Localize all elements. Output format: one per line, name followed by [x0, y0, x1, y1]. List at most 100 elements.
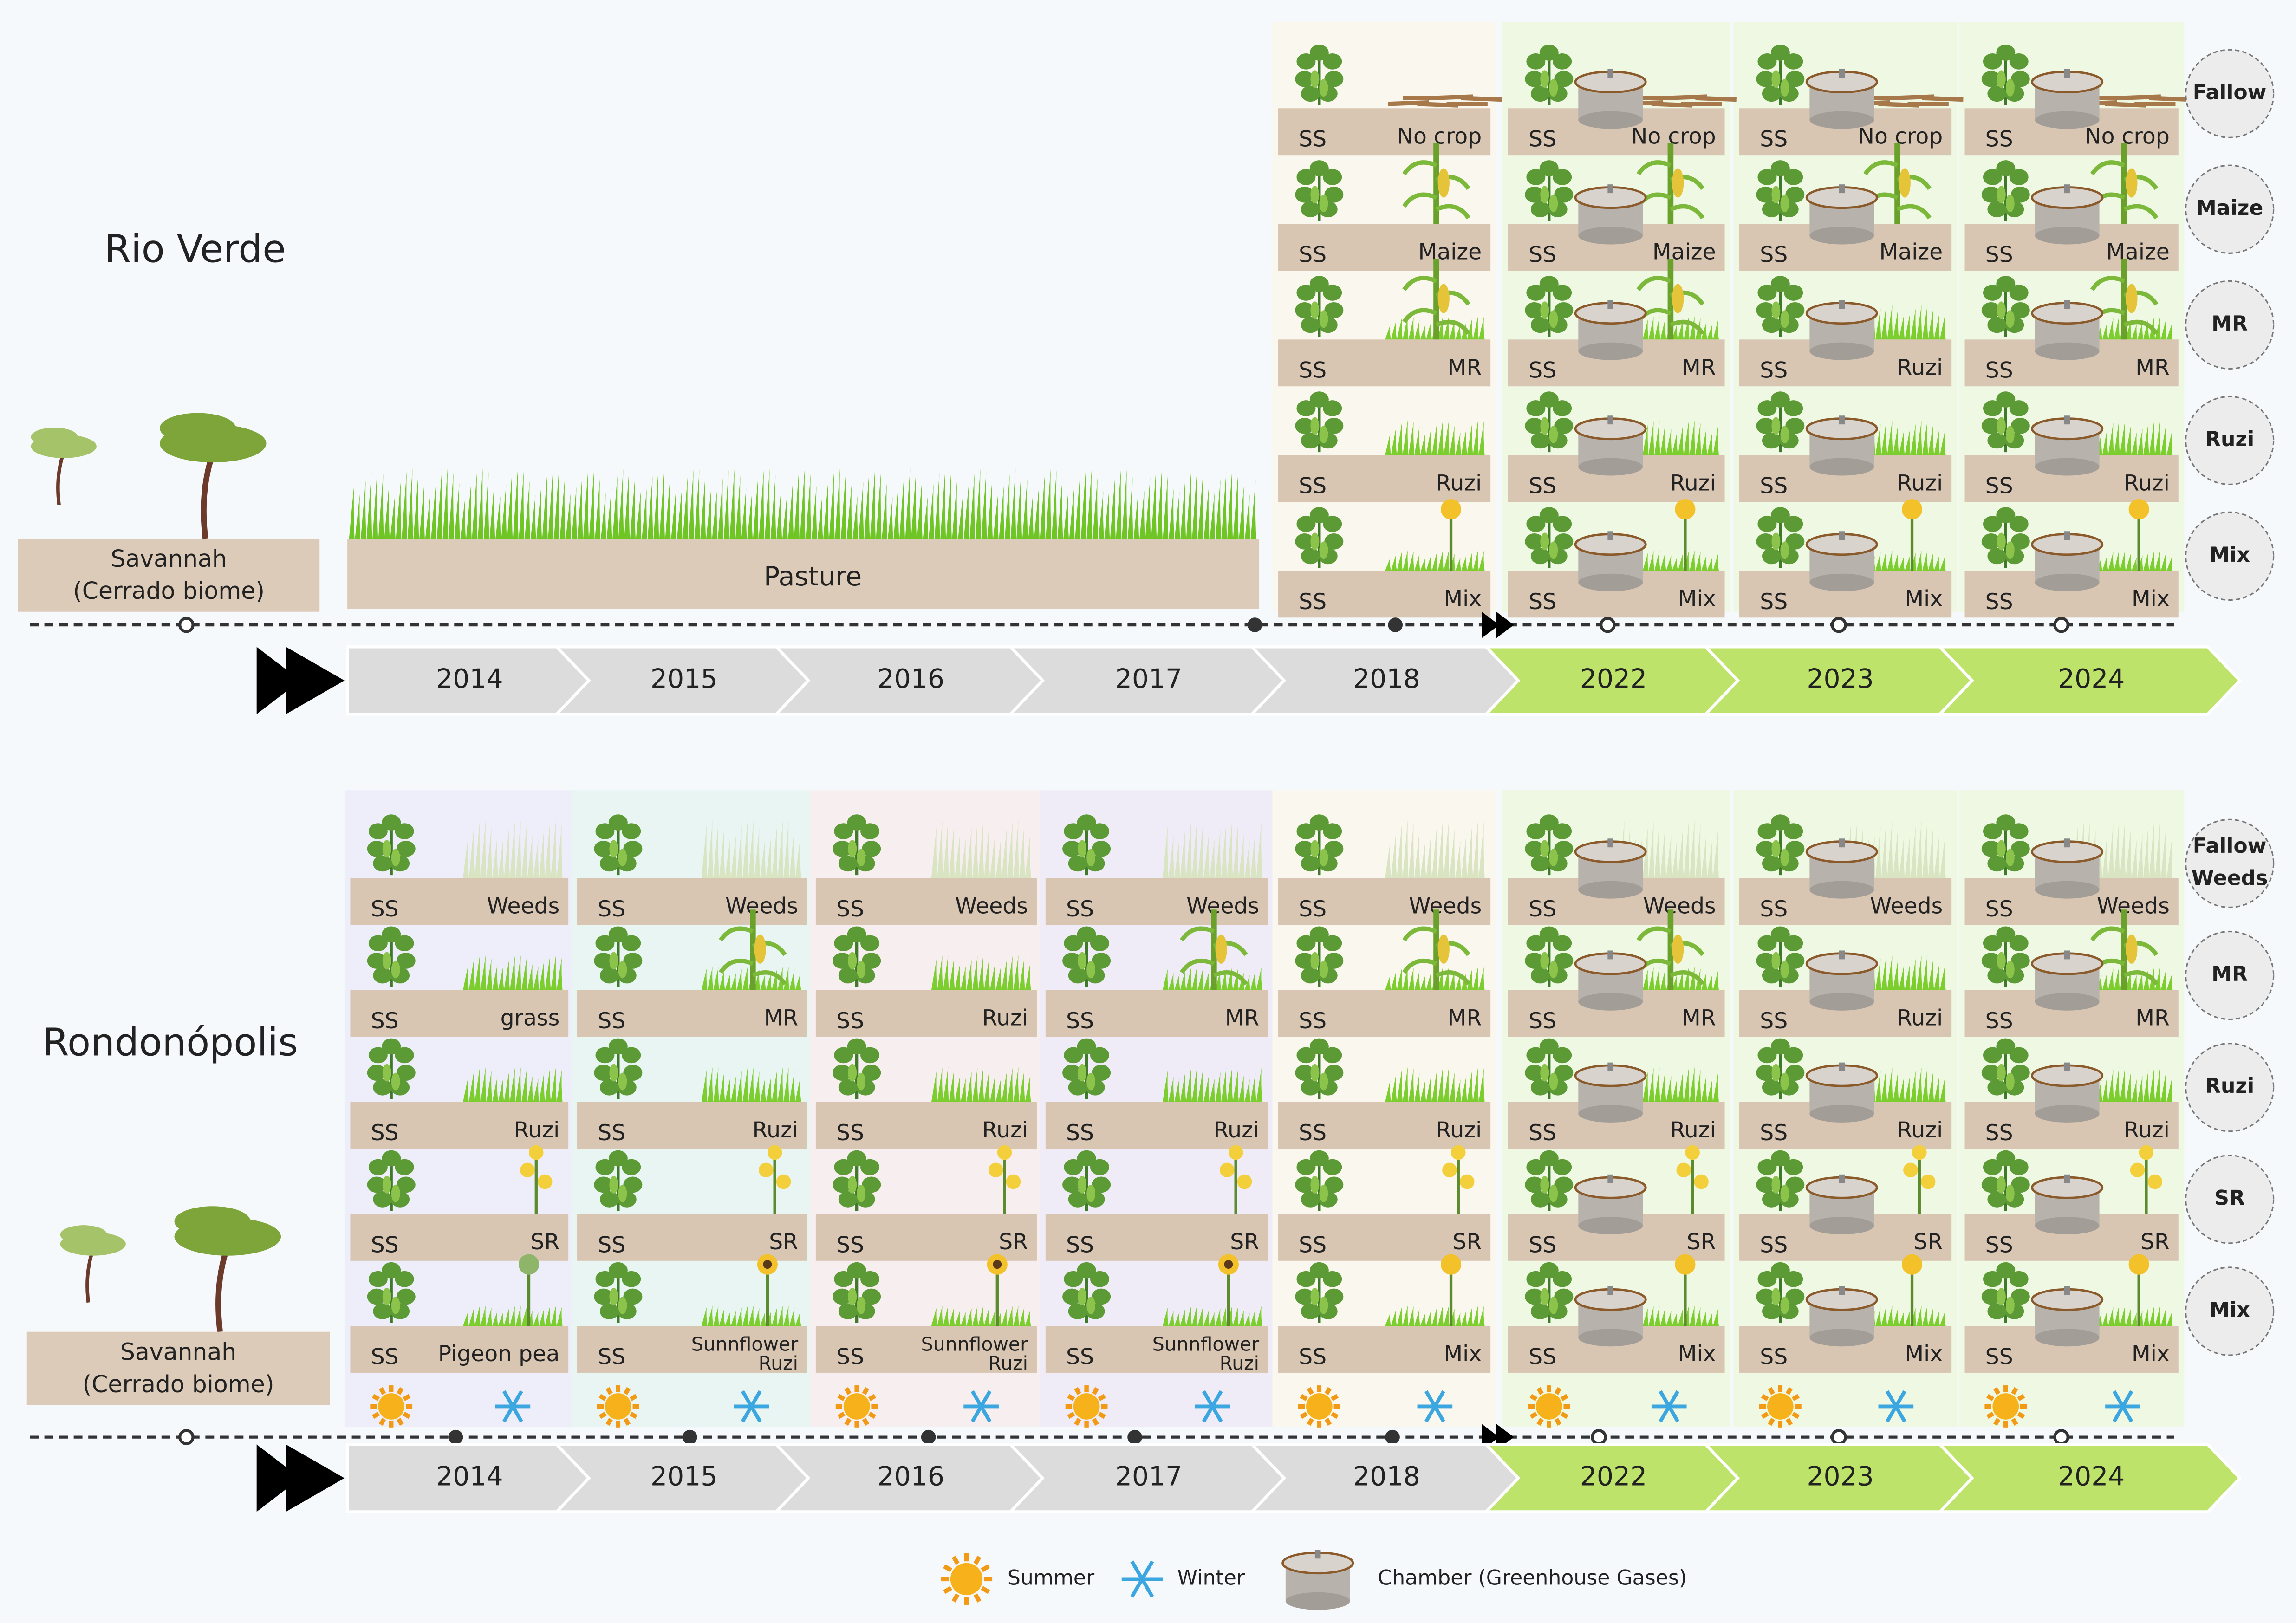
- chamber-icon: [1574, 950, 1647, 1011]
- soybean-icon: [594, 814, 643, 876]
- pod: [618, 961, 627, 979]
- blade: [957, 495, 964, 542]
- leaf: [1090, 935, 1109, 952]
- soybean-icon: [1525, 45, 1574, 105]
- blade: [1893, 959, 1899, 990]
- chamber-valve: [2064, 838, 2070, 848]
- blade: [777, 1305, 784, 1326]
- blade: [1215, 479, 1222, 542]
- blade: [1449, 426, 1456, 455]
- leaf: [1068, 1303, 1087, 1319]
- blade: [2160, 319, 2167, 340]
- leaf: [1092, 1176, 1111, 1193]
- blade: [1678, 319, 1684, 340]
- ray: [862, 1387, 869, 1395]
- blade: [766, 836, 772, 878]
- leaf: [1757, 285, 1777, 301]
- blade: [1408, 551, 1415, 571]
- blade: [1025, 963, 1031, 990]
- pod: [1780, 310, 1789, 328]
- leaf: [2009, 400, 2029, 416]
- pod: [1078, 1175, 1087, 1194]
- blade: [753, 479, 759, 542]
- blade: [1444, 821, 1450, 878]
- side-label-circle: [2185, 164, 2275, 254]
- timeline-arrow: [1482, 611, 1514, 638]
- pod: [609, 840, 618, 858]
- grass-icon: [1385, 1067, 1485, 1102]
- blade: [1666, 1311, 1672, 1326]
- blade: [949, 1070, 955, 1102]
- maize-leaf: [2090, 160, 2126, 175]
- leaf: [2010, 302, 2030, 318]
- soybean-icon: [1756, 814, 1805, 876]
- blade: [527, 964, 533, 990]
- blade: [545, 821, 551, 878]
- chamber-bottom: [2035, 342, 2100, 360]
- blade: [1197, 1070, 1204, 1102]
- blade: [1403, 550, 1409, 571]
- pasture-box: [347, 539, 1260, 609]
- blade: [1707, 324, 1713, 340]
- soil-strip: [1278, 108, 1491, 156]
- blade: [2155, 1068, 2161, 1102]
- blade: [731, 973, 737, 990]
- blade: [2108, 318, 2114, 340]
- bloom: [1440, 1254, 1462, 1275]
- blade: [1007, 1068, 1014, 1102]
- leaf: [1983, 285, 2002, 301]
- cell-left-label: SS: [371, 896, 399, 922]
- pod: [857, 1297, 866, 1314]
- flower-icon: [2128, 1254, 2149, 1326]
- blade: [670, 490, 677, 542]
- leaf: [2009, 823, 2029, 839]
- blade: [468, 959, 475, 990]
- leaf: [1324, 186, 1344, 203]
- leaf: [1770, 391, 1790, 408]
- blade: [583, 468, 589, 542]
- leaf: [622, 1047, 641, 1064]
- pod: [1997, 301, 2006, 319]
- soybean-icon: [833, 1262, 881, 1323]
- blade: [641, 489, 648, 542]
- blade: [1250, 480, 1256, 542]
- flower: [520, 1162, 535, 1178]
- chamber-valve: [1607, 531, 1613, 540]
- blade: [1939, 1078, 1946, 1102]
- ray: [605, 1387, 613, 1395]
- blade: [1643, 1071, 1649, 1102]
- blade: [1250, 970, 1256, 990]
- blade: [1455, 324, 1462, 340]
- soybean-icon: [833, 1150, 881, 1211]
- leaf: [1784, 1159, 1803, 1175]
- soybean-icon: [1525, 814, 1574, 876]
- pod: [382, 1064, 391, 1082]
- blade: [1408, 1306, 1415, 1326]
- maize-leaf: [2090, 276, 2126, 291]
- ray: [862, 1418, 869, 1426]
- blade: [483, 472, 489, 542]
- blade: [1256, 967, 1262, 990]
- blade: [1905, 314, 1911, 340]
- pod: [1771, 186, 1781, 204]
- ray: [943, 1586, 952, 1594]
- blade: [571, 487, 578, 542]
- leaf: [1301, 1191, 1320, 1208]
- flower-icon: [2128, 499, 2149, 571]
- timeline-dot: [1127, 1429, 1142, 1445]
- blade: [1922, 820, 1928, 878]
- blade: [539, 828, 545, 878]
- side-label: Maize: [2196, 196, 2263, 220]
- blade: [1238, 1075, 1245, 1102]
- blade: [1437, 1305, 1444, 1326]
- leaf: [622, 1159, 641, 1175]
- maize-leaf: [1670, 204, 1705, 220]
- grass-icon: [931, 819, 1031, 878]
- blade: [1397, 552, 1403, 571]
- soybean-icon: [1525, 1262, 1574, 1323]
- chamber-icon: [1805, 950, 1878, 1011]
- chamber-icon: [1574, 69, 1647, 129]
- soil-strip: [1278, 339, 1491, 387]
- leaf: [2009, 53, 2029, 70]
